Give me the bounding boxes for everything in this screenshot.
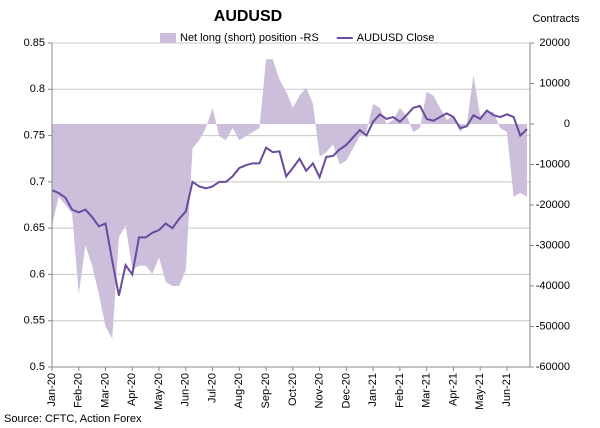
legend-label: Net long (short) position -RS	[180, 32, 319, 44]
x-tick-label: Oct-20	[287, 373, 299, 406]
x-tick-label: Apr-20	[126, 373, 138, 406]
y2-tick-label: -30000	[536, 239, 570, 251]
y2-tick-label: -60000	[536, 361, 570, 373]
x-tick-label: May-20	[153, 373, 165, 410]
legend-label: AUDUSD Close	[357, 32, 435, 44]
y2-axis-label: Contracts	[532, 13, 580, 25]
y2-tick-label: -40000	[536, 280, 570, 292]
y2-tick-label: 0	[564, 118, 570, 130]
legend-swatch	[160, 33, 176, 43]
y-tick-label: 0.85	[24, 37, 45, 49]
y2-tick-label: -10000	[536, 158, 570, 170]
x-tick-label: Jan-20	[46, 373, 58, 407]
y-tick-label: 0.65	[24, 222, 45, 234]
x-tick-label: Aug-20	[233, 373, 245, 408]
x-tick-label: Dec-20	[340, 373, 352, 408]
y2-tick-label: -20000	[536, 199, 570, 211]
y-tick-label: 0.8	[30, 83, 45, 95]
x-tick-label: Feb-21	[394, 373, 406, 408]
y-tick-label: 0.5	[30, 361, 45, 373]
x-tick-label: Sep-20	[260, 373, 272, 408]
y2-tick-label: 20000	[539, 37, 570, 49]
source: Source: CFTC, Action Forex	[4, 413, 142, 425]
area	[52, 59, 527, 339]
x-tick-label: Feb-20	[73, 373, 85, 408]
chart-title: AUDUSD	[214, 8, 282, 25]
x-tick-label: Mar-20	[99, 373, 111, 408]
x-tick-label: Apr-21	[447, 373, 459, 406]
y2-tick-label: 10000	[539, 77, 570, 89]
x-tick-label: Jan-21	[367, 373, 379, 407]
x-tick-label: Mar-21	[421, 373, 433, 408]
x-tick-label: Jul-20	[206, 373, 218, 403]
x-tick-label: Nov-20	[314, 373, 326, 408]
line	[51, 104, 528, 296]
y-tick-label: 0.75	[24, 129, 45, 141]
y2-tick-label: -50000	[536, 320, 570, 332]
x-tick-label: Jun-20	[180, 373, 192, 407]
y-tick-label: 0.6	[30, 268, 45, 280]
y-tick-label: 0.55	[24, 315, 45, 327]
x-tick-label: Jun-21	[501, 373, 513, 407]
y-tick-label: 0.7	[30, 176, 45, 188]
x-tick-label: May-21	[474, 373, 486, 410]
